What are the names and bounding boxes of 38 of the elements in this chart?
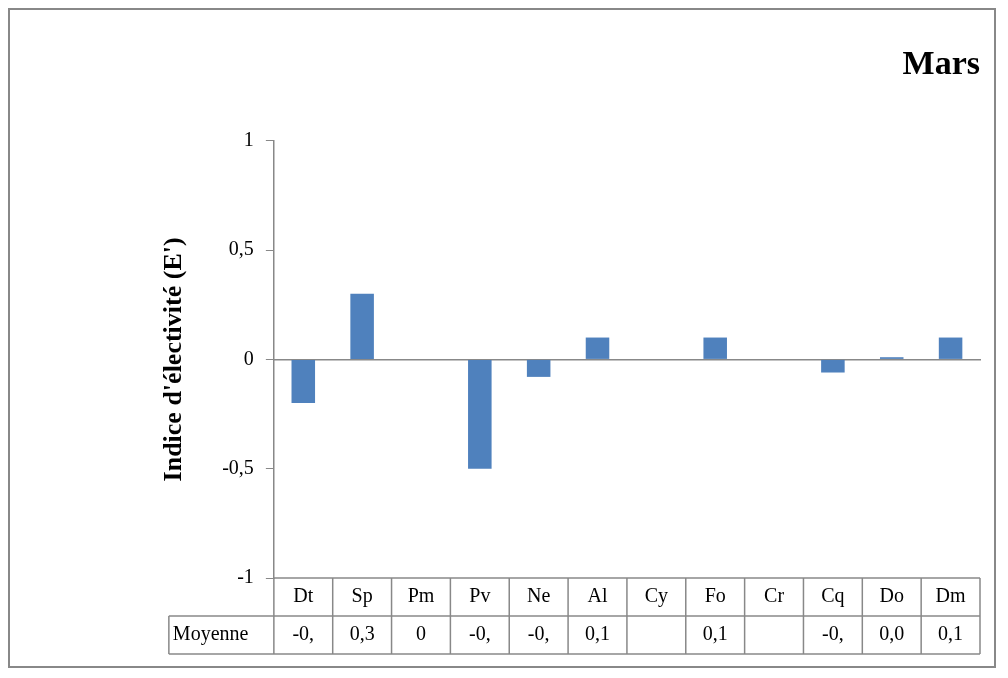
data-label: -0, — [292, 622, 315, 645]
bar — [703, 337, 727, 359]
x-tick-label: Dm — [935, 584, 967, 607]
bar — [526, 359, 551, 377]
x-tick-label: Sp — [351, 584, 373, 608]
data-label: 0,1 — [702, 622, 728, 645]
x-tick-label: Dt — [293, 584, 314, 607]
y-tick-label: -0,5 — [222, 455, 254, 478]
bar — [585, 337, 610, 359]
x-tick-label: Do — [879, 584, 904, 607]
x-tick-label: Cq — [821, 584, 845, 608]
x-tick-label: Ne — [527, 584, 551, 607]
data-label: 0,1 — [585, 622, 611, 645]
data-label: -0, — [822, 622, 844, 645]
y-tick-label: 1 — [243, 128, 254, 151]
bar — [821, 359, 845, 373]
data-label: -0, — [527, 622, 550, 645]
data-label: 0,1 — [938, 622, 964, 645]
bar — [938, 337, 963, 359]
y-axis-title: Indice d'électivité (E') — [158, 237, 188, 482]
data-label: 0,0 — [879, 622, 905, 645]
y-tick-label: 0 — [243, 346, 254, 369]
x-tick-label: Fo — [704, 584, 726, 607]
y-tick-label: 0,5 — [228, 237, 254, 260]
data-label: -0, — [468, 622, 491, 645]
chart-title: Mars — [902, 44, 980, 82]
bar — [468, 359, 492, 469]
data-label: 0 — [415, 622, 426, 645]
x-tick-label: Al — [587, 584, 608, 607]
x-tick-label: Pm — [407, 584, 435, 607]
bar — [291, 359, 316, 404]
x-tick-label: Pv — [469, 584, 491, 607]
data-label: 0,3 — [349, 622, 375, 645]
text: Moyenne — [172, 622, 249, 646]
x-tick-label: Cr — [764, 584, 785, 607]
y-tick-label: -1 — [237, 565, 254, 588]
x-tick-label: Cy — [644, 584, 669, 608]
bar — [350, 293, 374, 359]
